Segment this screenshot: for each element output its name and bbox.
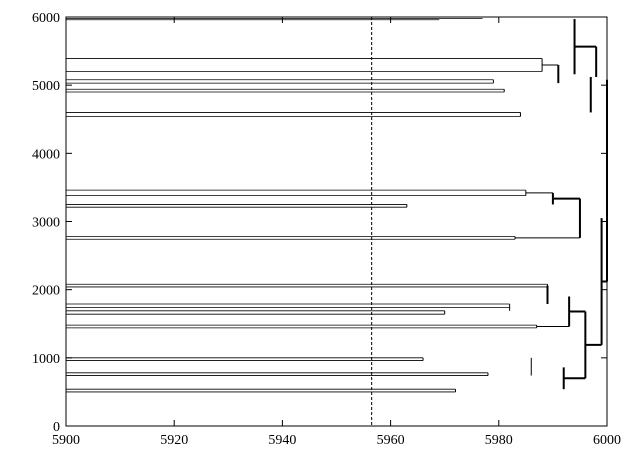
x-tick-label-5900: 5900 (52, 433, 80, 448)
x-tick-label-6000: 6000 (593, 433, 621, 448)
plot-frame (65, 16, 608, 427)
y-tick-label-2000: 2000 (32, 284, 60, 299)
y-tick-label-1000: 1000 (32, 352, 60, 367)
x-tick-label-5920: 5920 (160, 433, 188, 448)
plot-area (65, 16, 608, 427)
merge-brackets (406, 19, 608, 392)
leaf-lines (66, 17, 548, 393)
y-axis: 0 1000 2000 3000 4000 5000 6000 (32, 11, 607, 435)
y-tick-label-0: 0 (53, 420, 60, 435)
y-tick-label-3000: 3000 (32, 216, 60, 231)
y-tick-label-5000: 5000 (32, 79, 60, 94)
x-tick-label-5980: 5980 (485, 433, 513, 448)
y-tick-label-6000: 6000 (32, 11, 60, 26)
x-axis: 5900 5920 5940 5960 5980 6000 (52, 17, 621, 448)
x-tick-label-5940: 5940 (268, 433, 296, 448)
y-tick-label-4000: 4000 (32, 147, 60, 162)
x-tick-label-5960: 5960 (377, 433, 405, 448)
